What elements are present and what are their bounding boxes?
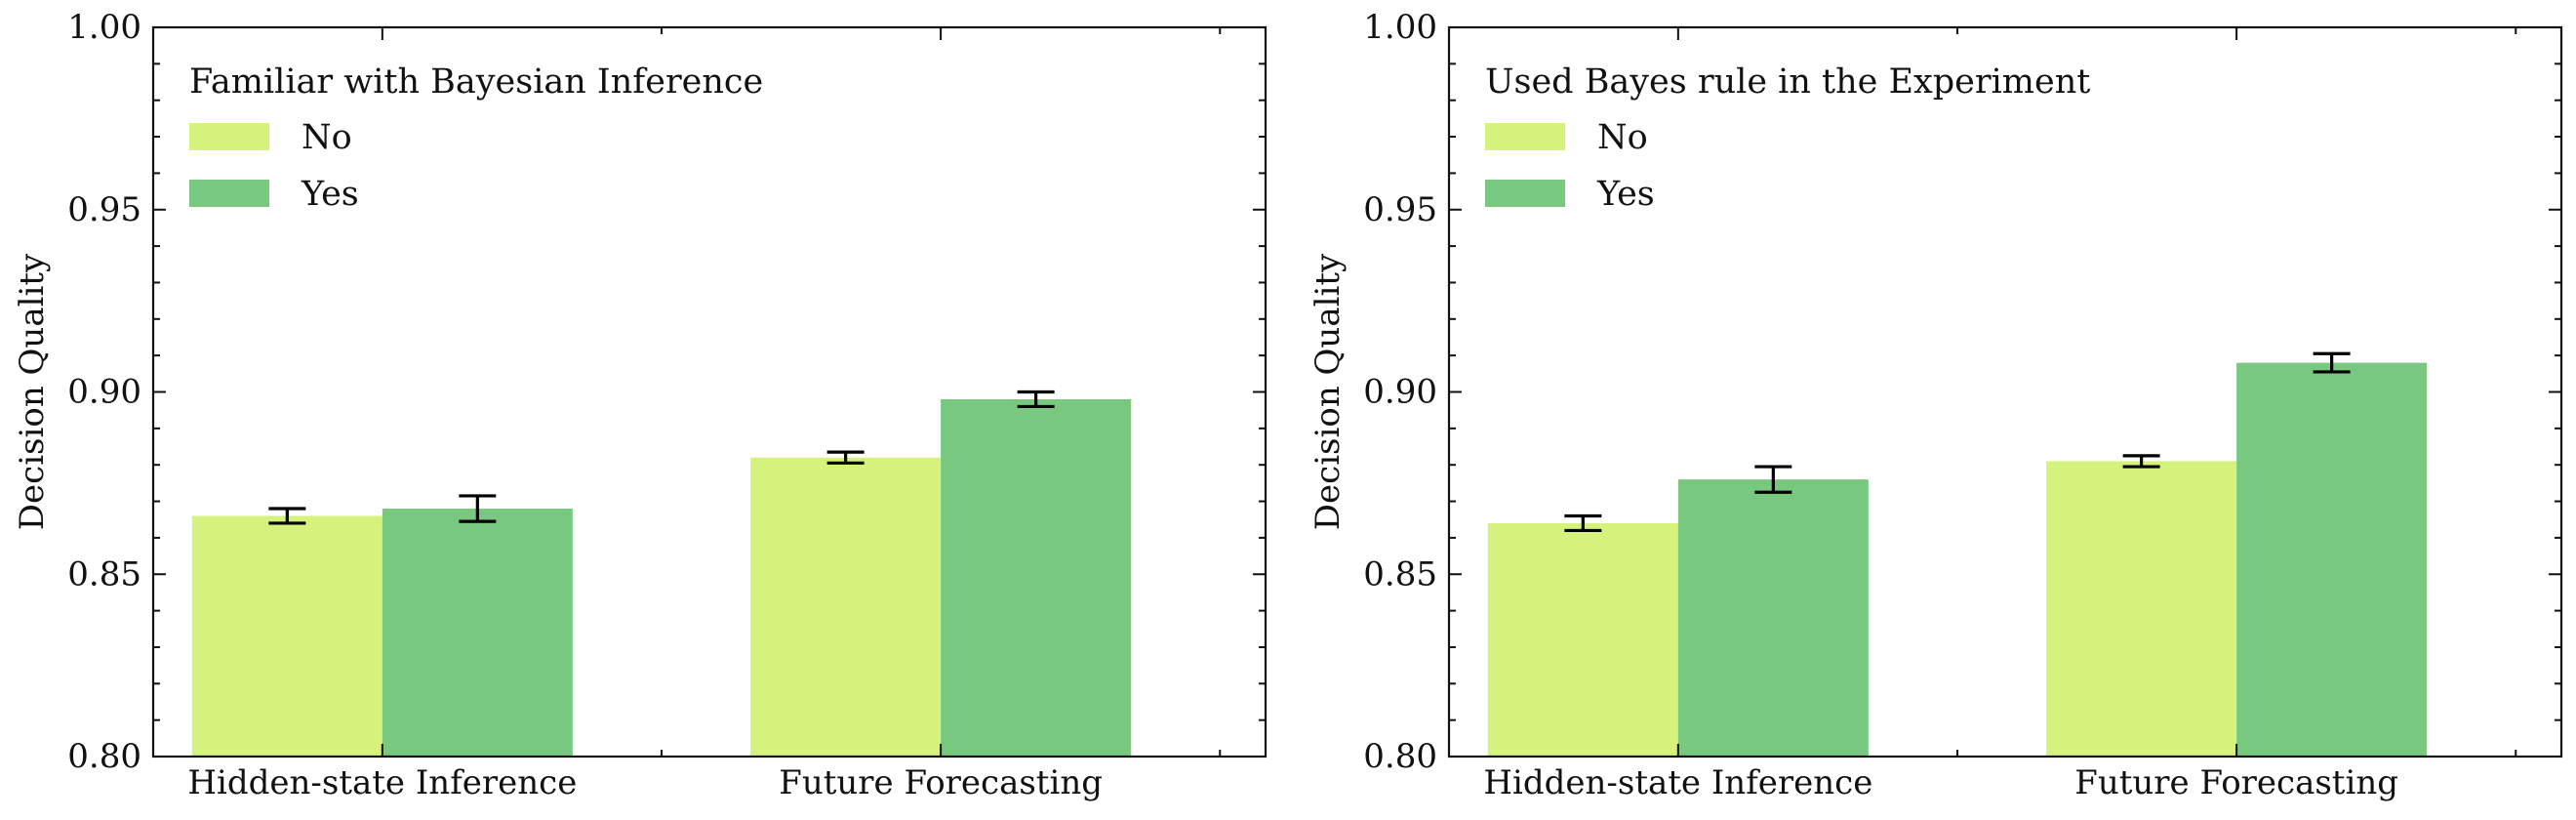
y-tick-label: 0.80 xyxy=(67,737,141,776)
y-tick-label: 0.95 xyxy=(67,190,141,229)
x-tick-label: Future Forecasting xyxy=(779,763,1103,802)
error-bar xyxy=(1754,465,1792,494)
error-bar xyxy=(2313,351,2351,374)
bar-yes-1 xyxy=(941,398,1132,757)
error-bar xyxy=(1017,390,1055,409)
bar-yes-0 xyxy=(1677,479,1869,757)
y-tick-label: 0.90 xyxy=(1363,373,1437,412)
bar-yes-0 xyxy=(382,509,573,757)
x-tick-label: Hidden-state Inference xyxy=(1483,763,1872,802)
error-bar xyxy=(268,507,306,525)
y-tick-label: 0.85 xyxy=(1363,554,1437,594)
bar-no-0 xyxy=(1487,522,1678,757)
bar-no-1 xyxy=(750,457,942,757)
y-tick-label: 0.95 xyxy=(1363,190,1437,229)
legend: Used Bayes rule in the Experiment No Yes xyxy=(1485,62,2090,214)
legend: Familiar with Bayesian Inference No Yes xyxy=(189,62,763,214)
y-tick-label: 0.90 xyxy=(67,373,141,412)
error-bar xyxy=(2122,454,2160,469)
legend-swatch-no xyxy=(1485,123,1565,150)
bar-no-0 xyxy=(191,515,382,757)
y-tick-label: 1.00 xyxy=(1363,8,1437,47)
legend-label-yes: Yes xyxy=(301,175,359,214)
x-tick-label: Hidden-state Inference xyxy=(187,763,577,802)
y-tick-label: 1.00 xyxy=(67,8,141,47)
legend-swatch-yes xyxy=(189,180,269,207)
error-bar xyxy=(826,450,865,465)
y-ticks xyxy=(1449,26,2561,758)
legend-title: Familiar with Bayesian Inference xyxy=(189,62,763,102)
y-tick-label: 0.80 xyxy=(1363,737,1437,776)
y-axis-label: Decision Quality xyxy=(1308,253,1348,530)
legend-label-no: No xyxy=(302,118,352,157)
x-ticks xyxy=(381,27,1222,757)
error-bar xyxy=(459,494,497,523)
legend-swatch-yes xyxy=(1485,180,1565,207)
y-tick-label: 0.85 xyxy=(67,554,141,594)
legend-label-yes: Yes xyxy=(1596,175,1655,214)
legend-label-no: No xyxy=(1597,118,1648,157)
legend-title: Used Bayes rule in the Experiment xyxy=(1485,62,2090,102)
error-bar xyxy=(1564,513,1602,533)
x-tick-label: Future Forecasting xyxy=(2074,763,2398,802)
x-ticks xyxy=(1676,27,2517,757)
y-axis-label: Decision Quality xyxy=(13,253,52,530)
bar-yes-1 xyxy=(2236,362,2428,757)
legend-swatch-no xyxy=(189,123,269,150)
chart-panel-right: Hidden-state Inference Future Forecasting… xyxy=(1308,8,2563,802)
bar-no-1 xyxy=(2046,461,2237,757)
y-ticks xyxy=(153,26,1266,758)
chart-panel-left: Hidden-state Inference Future Forecasting… xyxy=(13,8,1268,802)
